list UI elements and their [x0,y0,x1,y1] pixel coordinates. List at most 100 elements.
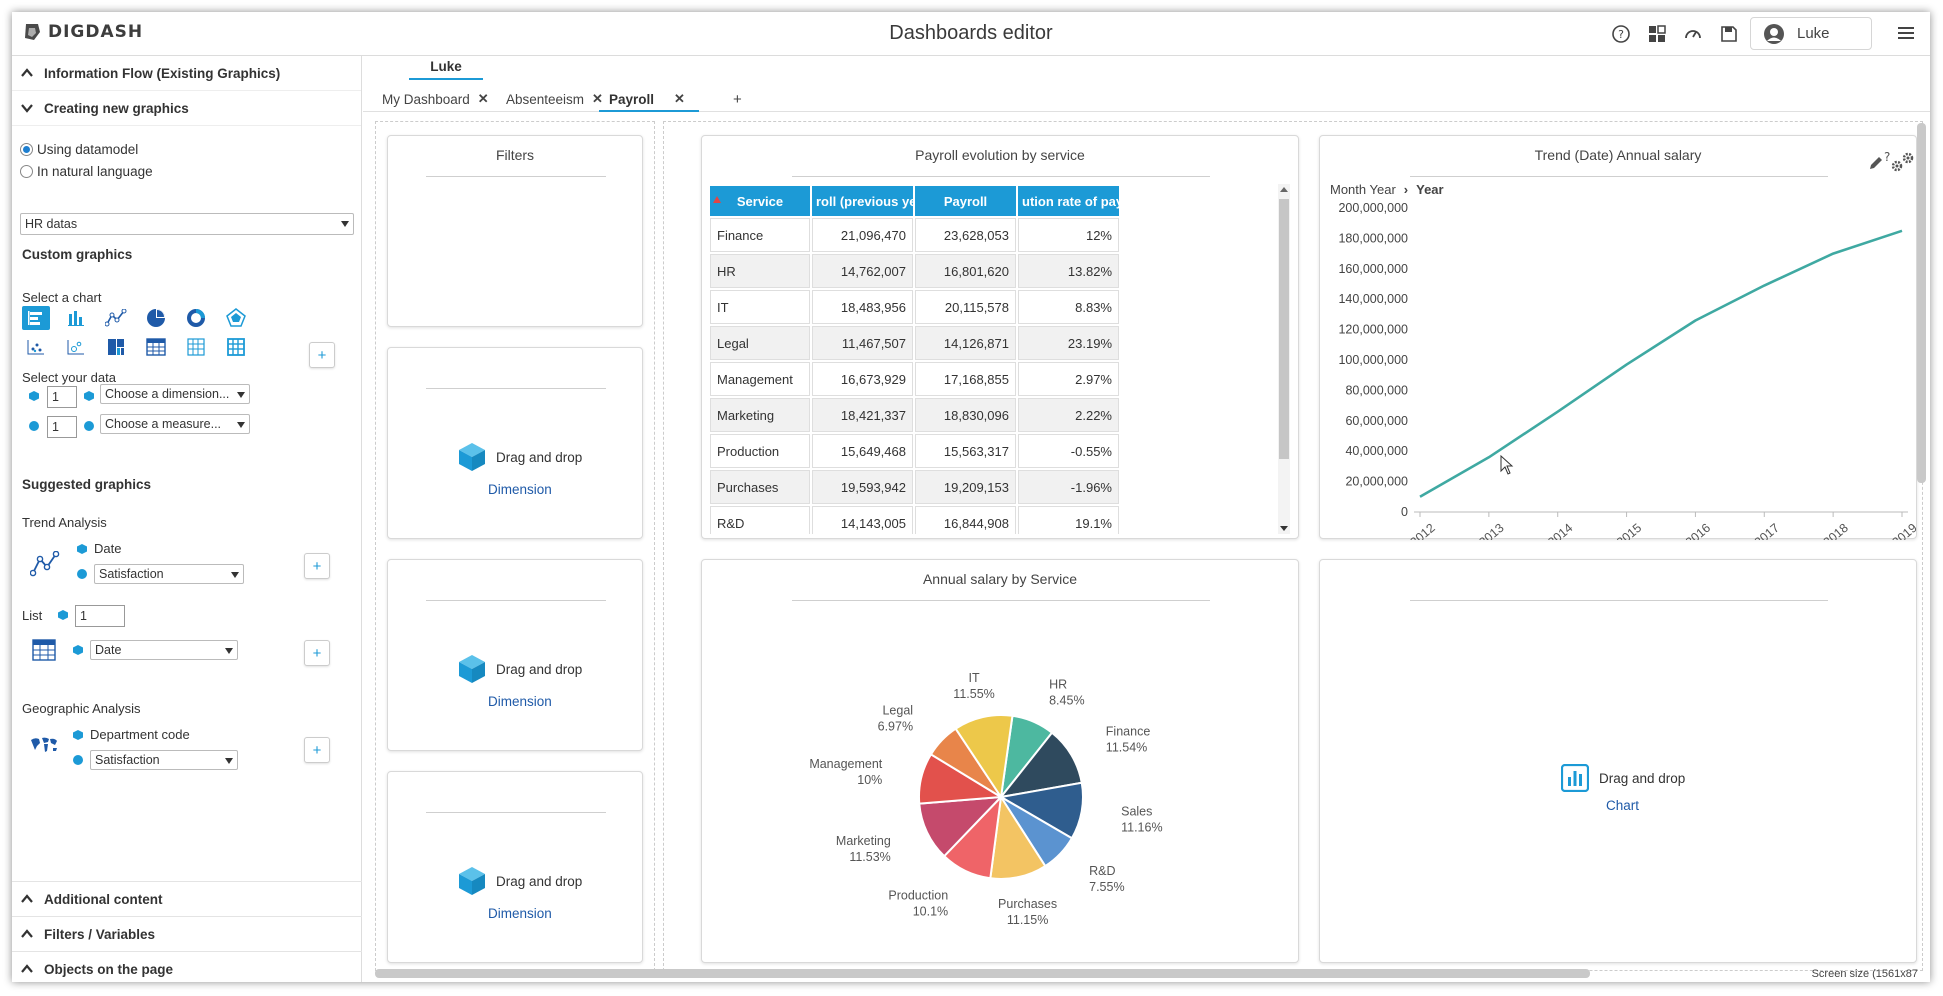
dimension-link[interactable]: Dimension [488,482,552,497]
breadcrumb-item[interactable]: Year [1416,182,1444,197]
section-objects-on-page[interactable]: Objects on the page [12,951,362,982]
radar-chart-icon[interactable] [222,306,250,330]
page-group-tab[interactable]: Luke [409,59,483,80]
pivot-table-icon[interactable] [182,335,210,359]
select-value: Satisfaction [95,753,160,767]
dimension-drop-zone[interactable]: Drag and drop Dimension [387,771,643,963]
table-row[interactable]: Finance 21,096,470 23,628,053 12% [710,218,1119,252]
table-row[interactable]: HR 14,762,007 16,801,620 13.82% [710,254,1119,288]
scrollbar-thumb[interactable] [1279,199,1289,459]
tab-absenteeism[interactable]: Absenteeism ✕ [506,91,603,107]
column-header-payroll[interactable]: Payroll [915,186,1016,216]
table-vertical-scrollbar[interactable] [1278,184,1290,534]
section-filters-variables[interactable]: Filters / Variables [12,916,362,951]
dimension-drop-zone[interactable]: Drag and drop Dimension [387,559,643,751]
add-geo-graphic-button[interactable]: + [304,737,330,763]
tab-payroll[interactable]: Payroll ✕ [609,91,685,107]
help-icon[interactable]: ? [1884,150,1890,164]
table-row[interactable]: IT 18,483,956 20,115,578 8.83% [710,290,1119,324]
pie-chart-card[interactable]: Annual salary by Service HR 8.45% Finance 1… [701,559,1299,963]
dimension-link[interactable]: Dimension [488,694,552,709]
add-list-graphic-button[interactable]: + [304,640,330,666]
section-additional-content[interactable]: Additional content [12,881,362,916]
dropdown-arrow-icon [231,572,239,578]
table-row[interactable]: R&D 14,143,005 16,844,908 19.1% [710,506,1119,534]
bar-horizontal-icon[interactable] [22,306,50,330]
table-cell: 19.1% [1018,506,1119,534]
canvas-vertical-scrollbar[interactable] [1917,123,1926,483]
title-rule [1410,176,1828,177]
scroll-up-arrow-icon[interactable] [1280,187,1288,192]
close-tab-icon[interactable]: ✕ [592,91,603,106]
radio-button[interactable] [20,142,33,156]
donut-chart-icon[interactable] [182,306,210,330]
bubble-chart-icon[interactable] [62,335,90,359]
dimension-drop-zone[interactable]: Drag and drop Dimension [387,347,643,539]
scroll-down-arrow-icon[interactable] [1280,526,1288,531]
geo-measure-select[interactable]: Satisfaction [90,750,238,770]
tab-my-dashboard[interactable]: My Dashboard ✕ [382,91,489,107]
list-table-icon[interactable] [32,639,56,661]
column-header-payroll-previous-year[interactable]: roll (previous ye [812,186,913,216]
user-menu-button[interactable]: Luke [1750,17,1872,50]
line-chart-icon[interactable] [102,306,130,330]
radio-button[interactable] [20,164,33,178]
edit-pencil-icon[interactable] [1870,157,1882,169]
settings-gear-icon[interactable] [1891,152,1914,172]
list-count-input[interactable]: 1 [75,605,125,627]
table-row[interactable]: Legal 11,467,507 14,126,871 23.19% [710,326,1119,360]
breadcrumb-item[interactable]: Month Year [1330,182,1396,197]
title-rule [426,176,606,177]
radio-using-datamodel[interactable]: Using datamodel [20,138,153,160]
pie-chart-icon[interactable] [142,306,170,330]
table-row[interactable]: Purchases 19,593,942 19,209,153 -1.96% [710,470,1119,504]
table-row[interactable]: Marketing 18,421,337 18,830,096 2.22% [710,398,1119,432]
datamodel-select[interactable]: HR datas [20,213,354,235]
column-header-service[interactable]: Service [710,186,810,216]
drag-drop-text: Drag and drop [496,449,583,465]
widgets-icon[interactable] [1646,23,1668,45]
list-dimension-select[interactable]: Date [90,640,238,660]
world-map-icon[interactable] [29,734,59,756]
column-header-evolution-rate[interactable]: ution rate of pay [1018,186,1119,216]
hamburger-menu-icon[interactable] [1896,23,1918,45]
grid-table-icon[interactable] [222,335,250,359]
save-icon[interactable] [1718,23,1740,45]
canvas-horizontal-scrollbar[interactable] [375,969,1590,978]
sort-asc-icon[interactable] [713,196,721,203]
scatter-chart-icon[interactable] [22,335,50,359]
trend-measure-select[interactable]: Satisfaction [94,564,244,584]
measure-select[interactable]: Choose a measure... [100,414,250,434]
section-creating-new-graphics[interactable]: Creating new graphics [12,91,361,126]
table-icon[interactable] [142,335,170,359]
add-tab-button[interactable]: + [733,91,742,108]
bar-vertical-icon[interactable] [62,306,90,330]
filters-card[interactable]: Filters [387,135,643,327]
table-row[interactable]: Production 15,649,468 15,563,317 -0.55% [710,434,1119,468]
annual-salary-line[interactable] [1419,229,1903,498]
chart-link[interactable]: Chart [1606,798,1640,813]
dimension-select[interactable]: Choose a dimension... [100,384,250,404]
chart-drop-zone[interactable]: Drag and drop Chart [1319,559,1917,963]
radio-natural-language[interactable]: In natural language [20,160,153,182]
payroll-table-card[interactable]: Payroll evolution by service Service rol… [701,135,1299,539]
logo-text: DIGDASH [48,22,144,42]
x-tick-label: 2016 [1683,521,1713,540]
help-icon[interactable]: ? [1610,23,1632,45]
add-custom-chart-button[interactable]: + [309,342,335,368]
table-cell: 14,143,005 [812,506,913,534]
close-tab-icon[interactable]: ✕ [674,91,685,106]
pie-slice[interactable] [954,714,1014,800]
section-information-flow[interactable]: Information Flow (Existing Graphics) [12,56,361,91]
close-tab-icon[interactable]: ✕ [477,91,489,106]
trend-chart-card[interactable]: Trend (Date) Annual salary ? Month Year … [1319,135,1918,540]
dimension-link[interactable]: Dimension [488,906,552,921]
trend-line-chart-icon[interactable] [30,551,60,577]
y-tick-label: 40,000,000 [1345,444,1408,458]
treemap-icon[interactable] [102,335,130,359]
add-trend-graphic-button[interactable]: + [304,553,330,579]
table-row[interactable]: Management 16,673,929 17,168,855 2.97% [710,362,1119,396]
measure-count-input[interactable]: 1 [47,416,77,438]
dimension-count-input[interactable]: 1 [47,386,77,408]
gauge-icon[interactable] [1682,23,1704,45]
